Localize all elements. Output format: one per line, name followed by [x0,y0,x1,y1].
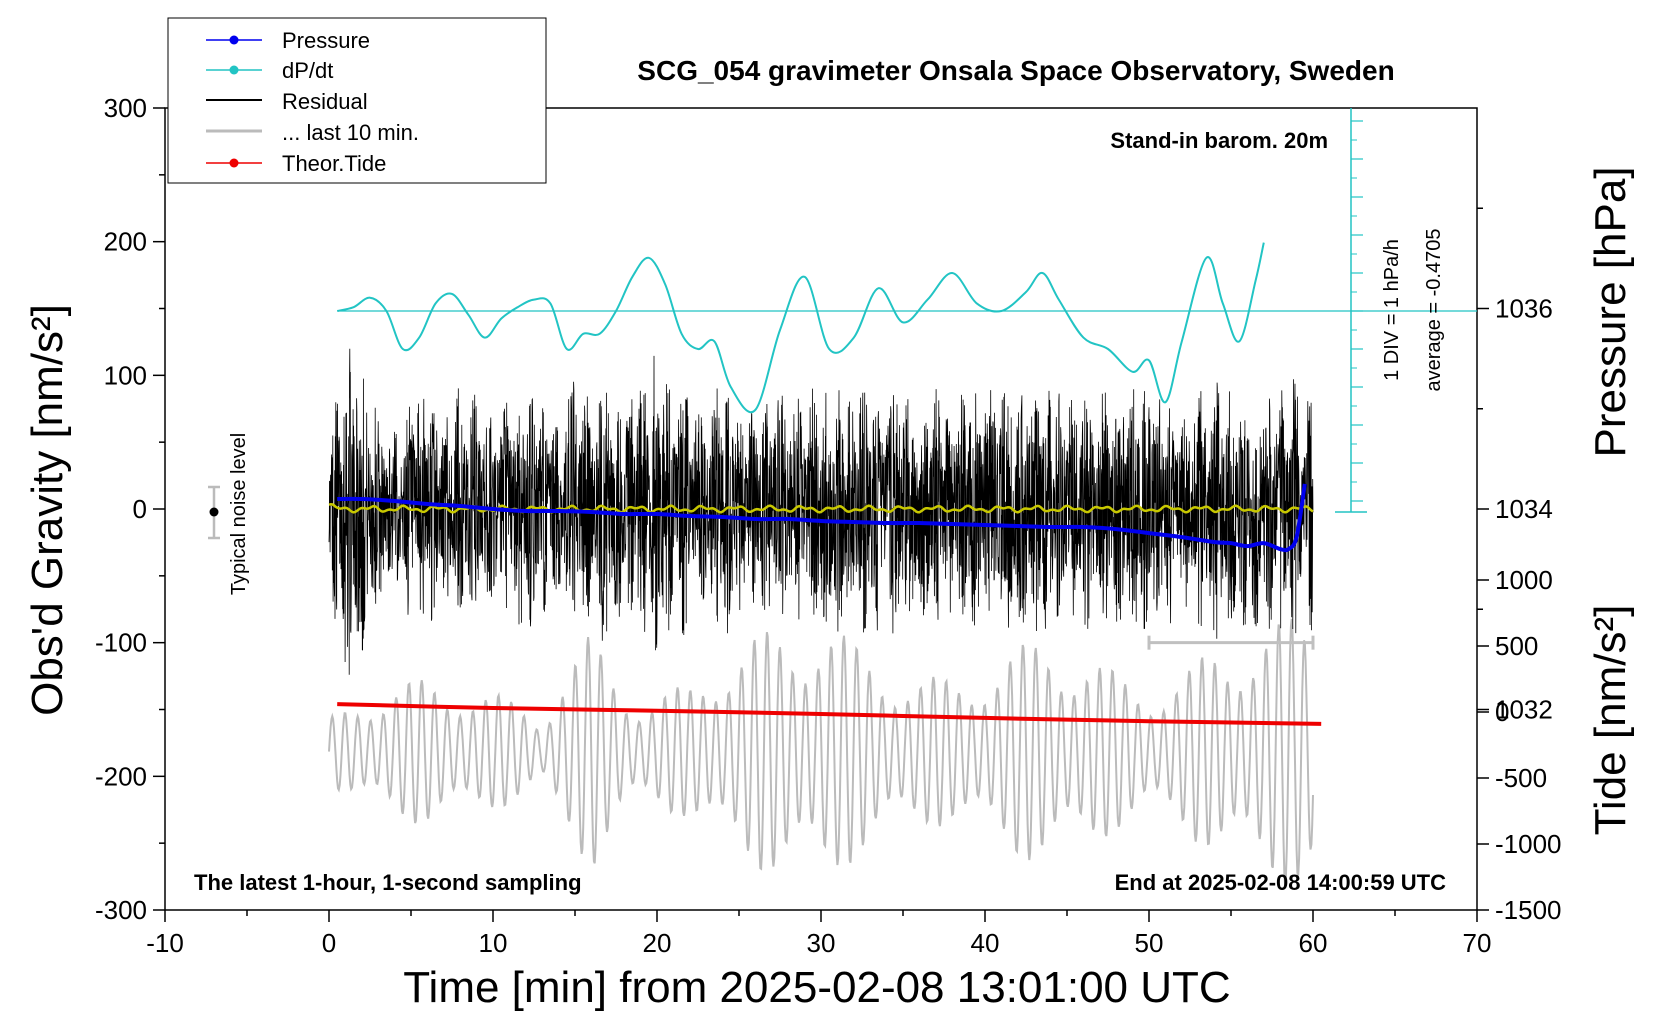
legend-marker-tide [229,158,239,168]
legend-item-last10: ... last 10 min. [206,120,419,145]
tide-tick-label: 0 [1495,697,1509,727]
x-tick-label: -10 [146,928,184,958]
legend-label-dpdt: dP/dt [282,58,333,83]
chart-title: SCG_054 gravimeter Onsala Space Observat… [637,55,1394,86]
legend-marker-dpdt [229,65,239,75]
legend-label-last10: ... last 10 min. [282,120,419,145]
x-tick-label: 50 [1135,928,1164,958]
x-tick-label: 60 [1299,928,1328,958]
pressure-axis-ticks: 1036 1034 1032 [1477,207,1553,725]
tide-tick-label: -1500 [1495,895,1562,925]
y-tick-label: -200 [95,761,147,791]
y-tick-label: -100 [95,628,147,658]
latest-note: The latest 1-hour, 1-second sampling [194,870,582,895]
legend-marker-pressure [229,35,239,45]
tide-axis-ticks: 1000 500 0 -500 -1000 -1500 [1477,565,1562,925]
x-tick-label: 10 [479,928,508,958]
tide-tick-label: 500 [1495,631,1538,661]
pressure-tick-label: 1032 [1495,695,1553,725]
dpdt-series [336,242,1265,414]
tide-tick-label: 1000 [1495,565,1553,595]
dpdt-scale-note: 1 DIV = 1 hPa/h [1381,239,1403,381]
x-tick-label: 30 [807,928,836,958]
y-tick-label: 200 [104,227,147,257]
tide-series [337,702,1322,726]
stand-in-note: Stand-in barom. 20m [1110,128,1328,153]
y-axis-title-tide: Tide [nm/s²] [1586,605,1635,836]
y-tick-label: 0 [133,494,147,524]
scale-bar [1147,635,1315,650]
legend-label-pressure: Pressure [282,28,370,53]
legend-item-pressure: Pressure [206,28,370,53]
pressure-line [337,483,1307,553]
legend-item-tide: Theor.Tide [206,151,386,176]
legend-item-dpdt: dP/dt [206,58,333,83]
pressure-series [337,483,1307,553]
x-tick-label: 70 [1463,928,1492,958]
residual-series [328,348,1314,675]
tide-tick-label: -500 [1495,763,1547,793]
x-tick-label: 0 [322,928,336,958]
y-axis-title-pressure: Pressure [hPa] [1586,166,1635,457]
dpdt-line [336,242,1265,414]
y-tick-label: 100 [104,360,147,390]
dpdt-average-note: average = -0.4705 [1423,229,1445,392]
pressure-tick-label: 1034 [1495,494,1553,524]
y-tick-label: 300 [104,93,147,123]
last10-line [328,618,1314,886]
noise-level-marker [208,485,220,540]
legend-label-residual: Residual [282,89,368,114]
noise-level-note: Typical noise level [228,433,250,595]
y-axis-ticks: 300 200 100 0 -100 -200 -300 [95,93,165,925]
last10-series [328,618,1314,886]
x-tick-label: 40 [971,928,1000,958]
end-time-note: End at 2025-02-08 14:00:59 UTC [1115,870,1446,895]
x-axis-title: Time [min] from 2025-02-08 13:01:00 UTC [403,963,1230,1012]
legend-item-residual: Residual [206,89,368,114]
x-axis-ticks: -10 0 10 20 30 40 50 60 70 [146,910,1491,958]
y-tick-label: -300 [95,895,147,925]
dpdt-scale-axis [340,108,1477,513]
tide-tick-label: -1000 [1495,829,1562,859]
pressure-tick-label: 1036 [1495,294,1553,324]
legend: Pressure dP/dt Residual ... last 10 min.… [167,17,547,184]
y-axis-title-left: Obs'd Gravity [nm/s²] [23,304,72,716]
legend-label-tide: Theor.Tide [282,151,386,176]
residual-line [328,348,1314,675]
tide-line [337,702,1322,726]
x-tick-label: 20 [643,928,672,958]
